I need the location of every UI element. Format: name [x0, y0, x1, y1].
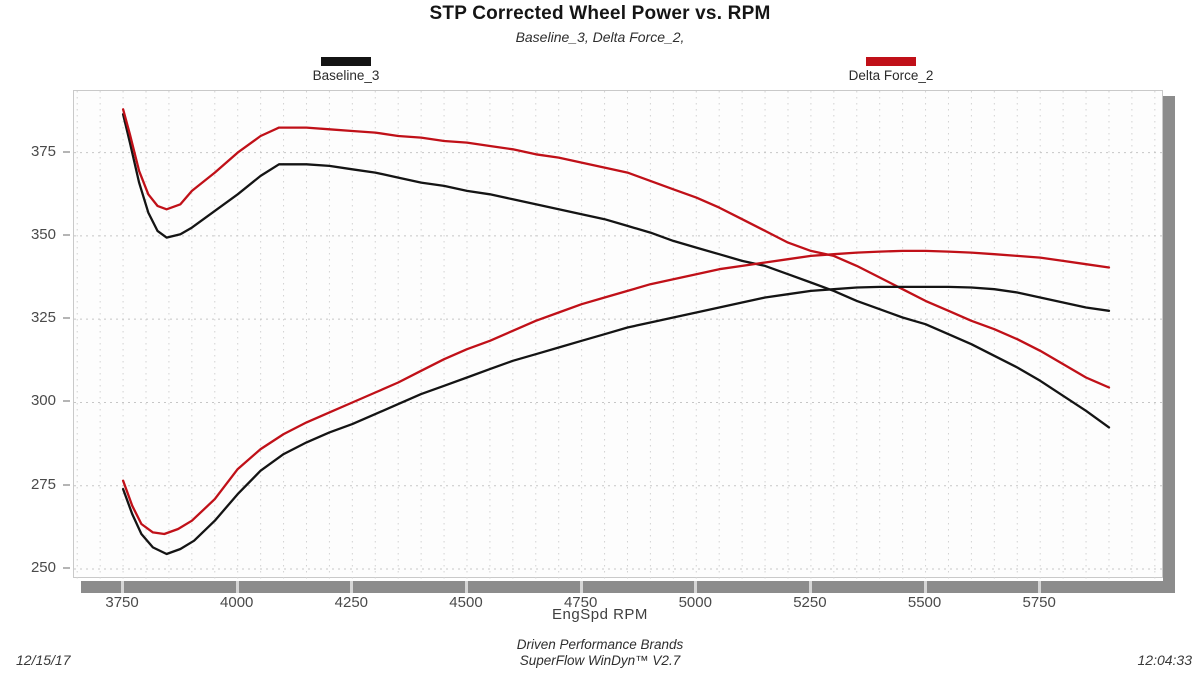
y-tick-mark [63, 150, 70, 153]
y-tick-label: 300 [30, 392, 56, 410]
delta-force-color-swatch [866, 57, 916, 66]
chart-svg [74, 91, 1164, 579]
baseline-color-swatch [321, 57, 371, 66]
y-tick-label: 375 [30, 142, 56, 160]
y-tick-mark [63, 567, 70, 569]
x-tick-mark [694, 581, 698, 593]
legend-item-delta-force: Delta Force_2 [831, 57, 951, 83]
x-tick-mark [350, 581, 354, 593]
x-tick-label: 3750 [105, 594, 139, 611]
x-axis-title: EngSpd RPM [552, 606, 648, 623]
curve-baseline-3-upper-curve [121, 113, 1111, 429]
legend-item-baseline: Baseline_3 [286, 57, 406, 83]
y-tick-label: 325 [30, 309, 56, 327]
footer-software: SuperFlow WinDyn™ V2.7 [519, 653, 681, 668]
x-tick-mark [579, 581, 583, 593]
y-tick-label: 350 [30, 225, 56, 243]
x-tick-mark [1038, 581, 1042, 593]
x-tick-label: 4250 [334, 594, 369, 611]
report-date: 12/15/17 [16, 652, 71, 668]
right-shadow-band [1163, 96, 1175, 593]
y-tick-label: 275 [30, 475, 56, 493]
report-time: 12:04:33 [1137, 652, 1193, 668]
page-subtitle: Baseline_3, Delta Force_2, [515, 29, 685, 45]
curve-delta-force-2-lower-curve [121, 249, 1111, 536]
x-tick-mark [923, 581, 927, 593]
x-tick-label: 5000 [678, 594, 712, 611]
legend-label-delta-force: Delta Force_2 [848, 68, 934, 83]
y-tick-mark [63, 233, 70, 236]
y-tick-mark [63, 317, 70, 320]
x-tick-label: 5750 [1022, 594, 1056, 611]
x-tick-mark [808, 581, 812, 593]
x-tick-label: 5250 [793, 594, 827, 611]
x-tick-mark [464, 581, 468, 593]
legend-label-baseline: Baseline_3 [312, 68, 380, 83]
x-tick-label: 4500 [449, 594, 483, 611]
curve-delta-force-2-upper-curve [121, 108, 1111, 389]
x-tick-label: 5500 [907, 594, 942, 611]
y-tick-mark [63, 400, 70, 403]
x-tick-mark [121, 581, 125, 593]
x-tick-label: 4750 [563, 594, 598, 611]
x-tick-mark [235, 581, 239, 593]
x-tick-label: 4000 [220, 594, 254, 611]
page-title: STP Corrected Wheel Power vs. RPM [429, 3, 771, 24]
y-tick-mark [63, 483, 70, 486]
x-axis-band [81, 581, 1175, 593]
chart-plot-area [73, 90, 1164, 579]
curve-baseline-3-lower-curve [121, 285, 1111, 556]
footer-brand: Driven Performance Brands [516, 637, 684, 652]
y-tick-label: 250 [30, 559, 56, 576]
